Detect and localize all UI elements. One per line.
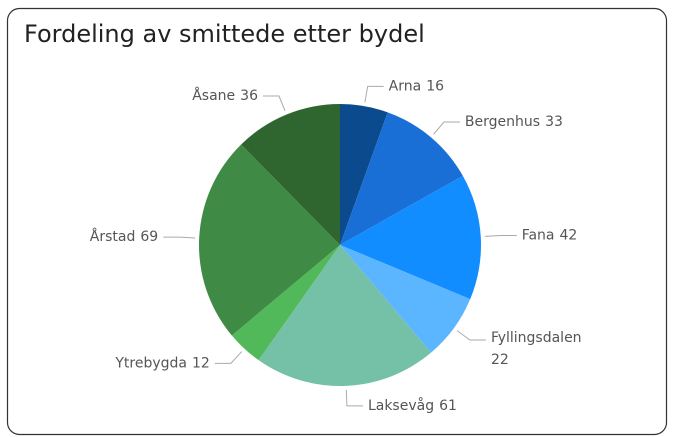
data-label: Årstad 69 (90, 228, 158, 245)
data-label: Åsane 36 (192, 87, 258, 104)
label-value: 22 (491, 352, 509, 368)
label-value: 12 (192, 355, 210, 371)
leader-line (364, 85, 384, 103)
leader-line (163, 236, 196, 239)
pie-slice (231, 245, 340, 361)
label-name: Fyllingsdalen (491, 330, 582, 346)
label-value: 36 (240, 88, 258, 104)
label-value: 33 (545, 114, 563, 130)
pie-slice (199, 144, 340, 336)
label-value: 69 (140, 229, 158, 245)
data-label: Ytrebygda 12 (114, 355, 209, 371)
label-name: Bergenhus (465, 114, 540, 130)
pie-slice (258, 245, 432, 386)
pie-slice (241, 104, 340, 245)
leader-line (433, 121, 460, 135)
pie-slice (340, 175, 481, 300)
label-name: Laksevåg (368, 397, 434, 414)
chart-title: Fordeling av smittede etter bydel (24, 20, 425, 48)
leader-line (456, 330, 486, 341)
pie-slice (340, 112, 463, 245)
pie-slice (340, 245, 471, 353)
label-name: Åsane (192, 87, 235, 104)
label-name: Arna (389, 78, 422, 94)
data-label: Laksevåg 61 (368, 397, 457, 414)
label-value: 16 (426, 78, 444, 94)
leader-line (484, 234, 517, 237)
pie-slice (340, 104, 388, 245)
label-name: Ytrebygda (114, 355, 187, 371)
data-label: Bergenhus 33 (465, 114, 563, 130)
data-label: Fyllingsdalen 22 (491, 330, 582, 368)
label-name: Årstad (90, 228, 136, 245)
leader-line (262, 95, 286, 112)
data-label: Fana 42 (522, 227, 578, 243)
label-value: 42 (560, 227, 578, 243)
label-name: Fana (522, 227, 555, 243)
leader-line (214, 351, 243, 364)
label-value: 61 (439, 398, 457, 414)
leader-line (345, 389, 363, 407)
data-label: Arna 16 (389, 78, 444, 94)
